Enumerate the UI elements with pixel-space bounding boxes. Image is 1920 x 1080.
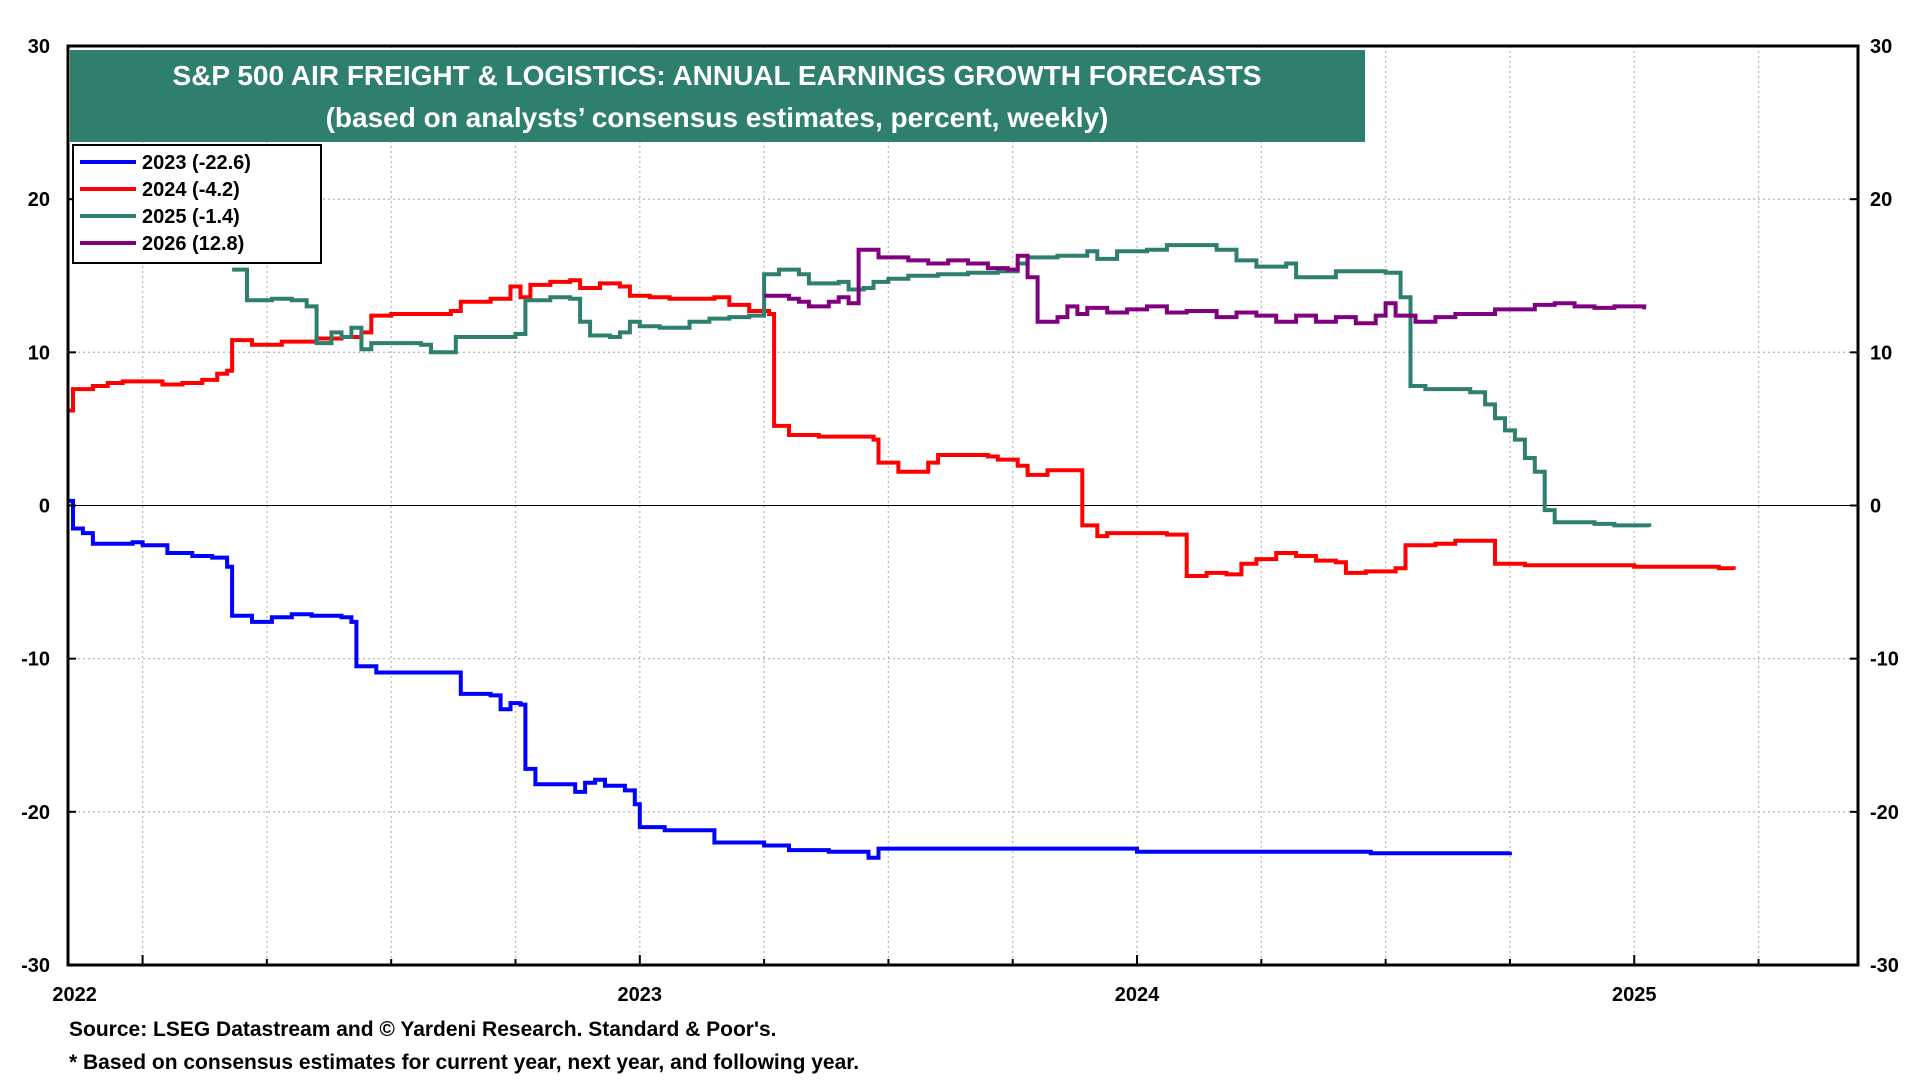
y-tick-label-right: 0: [1870, 496, 1881, 518]
y-tick-label-left: 0: [39, 496, 50, 518]
x-axis: 2022 2023 2024 2025: [52, 984, 1656, 1006]
y-tick-label-left: -10: [21, 649, 50, 671]
y-axis-left: 30 20 10 0 -10 -20 -30: [21, 36, 76, 977]
y-tick-label-left: -30: [21, 955, 50, 977]
y-tick-label-right: 20: [1870, 189, 1892, 211]
y-axis-right: 30 20 10 0 -10 -20 -30: [1850, 36, 1899, 977]
series-line: [764, 247, 1647, 326]
legend-entry: 2025 (-1.4): [142, 206, 240, 228]
x-tick-label: 2023: [618, 984, 663, 1006]
y-tick-label-right: -10: [1870, 649, 1899, 671]
y-tick-label-right: -20: [1870, 802, 1899, 824]
chart-subtitle: (based on analysts’ consensus estimates,…: [326, 102, 1109, 133]
legend-entry: 2023 (-22.6): [142, 152, 251, 174]
y-tick-label-left: 30: [28, 36, 50, 58]
x-tick-label: 2024: [1115, 984, 1160, 1006]
y-tick-label-left: -20: [21, 802, 50, 824]
series-layer: [68, 243, 1736, 860]
y-tick-label-right: -30: [1870, 955, 1899, 977]
series-line: [68, 498, 1512, 860]
legend-entry: 2024 (-4.2): [142, 179, 240, 201]
y-tick-label-right: 30: [1870, 36, 1892, 58]
x-tick-label: 2025: [1612, 984, 1657, 1006]
x-tick-label: 2022: [52, 984, 97, 1006]
series-line: [232, 243, 1652, 528]
title-box: S&P 500 AIR FREIGHT & LOGISTICS: ANNUAL …: [70, 50, 1365, 142]
footer-note: * Based on consensus estimates for curre…: [69, 1051, 860, 1074]
chart-title: S&P 500 AIR FREIGHT & LOGISTICS: ANNUAL …: [173, 60, 1262, 91]
y-tick-label-right: 10: [1870, 342, 1892, 364]
footer-source: Source: LSEG Datastream and © Yardeni Re…: [69, 1018, 777, 1041]
y-tick-label-left: 20: [28, 189, 50, 211]
y-tick-label-left: 10: [28, 342, 50, 364]
title-background: [70, 50, 1365, 142]
legend-entry: 2026 (12.8): [142, 233, 244, 255]
legend: 2023 (-22.6) 2024 (-4.2) 2025 (-1.4) 2026 (…: [72, 144, 322, 264]
